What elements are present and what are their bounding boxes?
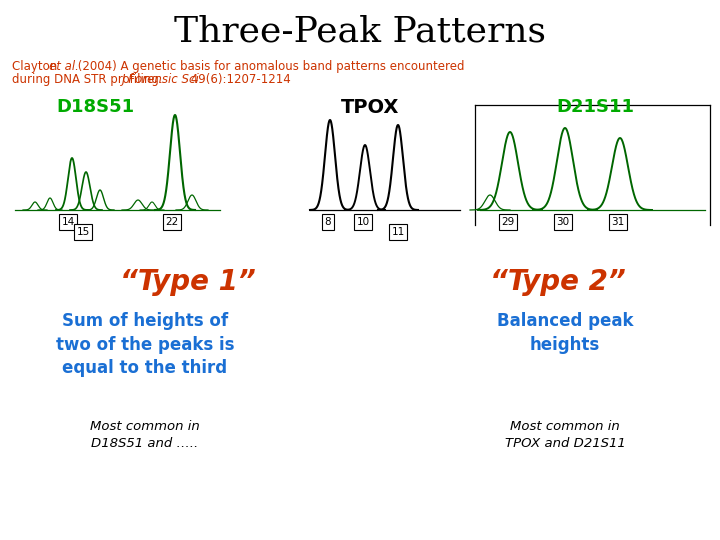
Text: 14: 14 (61, 217, 75, 227)
Text: “Type 2”: “Type 2” (490, 268, 626, 296)
Text: Three-Peak Patterns: Three-Peak Patterns (174, 15, 546, 49)
Text: 8: 8 (325, 217, 331, 227)
Text: 11: 11 (392, 227, 405, 237)
Text: TPOX: TPOX (341, 98, 399, 117)
Text: 30: 30 (557, 217, 570, 227)
Text: J Forensic Sci.: J Forensic Sci. (122, 73, 204, 86)
Text: “Type 1”: “Type 1” (120, 268, 256, 296)
Text: et al.: et al. (49, 60, 79, 73)
Text: 10: 10 (356, 217, 369, 227)
Text: 15: 15 (76, 227, 89, 237)
Text: D18S51: D18S51 (56, 98, 134, 116)
Text: 49(6):1207-1214: 49(6):1207-1214 (187, 73, 291, 86)
Text: 22: 22 (166, 217, 179, 227)
Text: D21S11: D21S11 (556, 98, 634, 116)
Text: 29: 29 (501, 217, 515, 227)
Text: Clayton: Clayton (12, 60, 61, 73)
Text: 31: 31 (611, 217, 625, 227)
Text: during DNA STR profiling.: during DNA STR profiling. (12, 73, 166, 86)
Text: Most common in
TPOX and D21S11: Most common in TPOX and D21S11 (505, 420, 626, 450)
Text: Balanced peak
heights: Balanced peak heights (497, 312, 634, 354)
Text: (2004) A genetic basis for anomalous band patterns encountered: (2004) A genetic basis for anomalous ban… (74, 60, 464, 73)
Text: Sum of heights of
two of the peaks is
equal to the third: Sum of heights of two of the peaks is eq… (55, 312, 234, 377)
Text: Most common in
D18S51 and …..: Most common in D18S51 and ….. (90, 420, 200, 450)
